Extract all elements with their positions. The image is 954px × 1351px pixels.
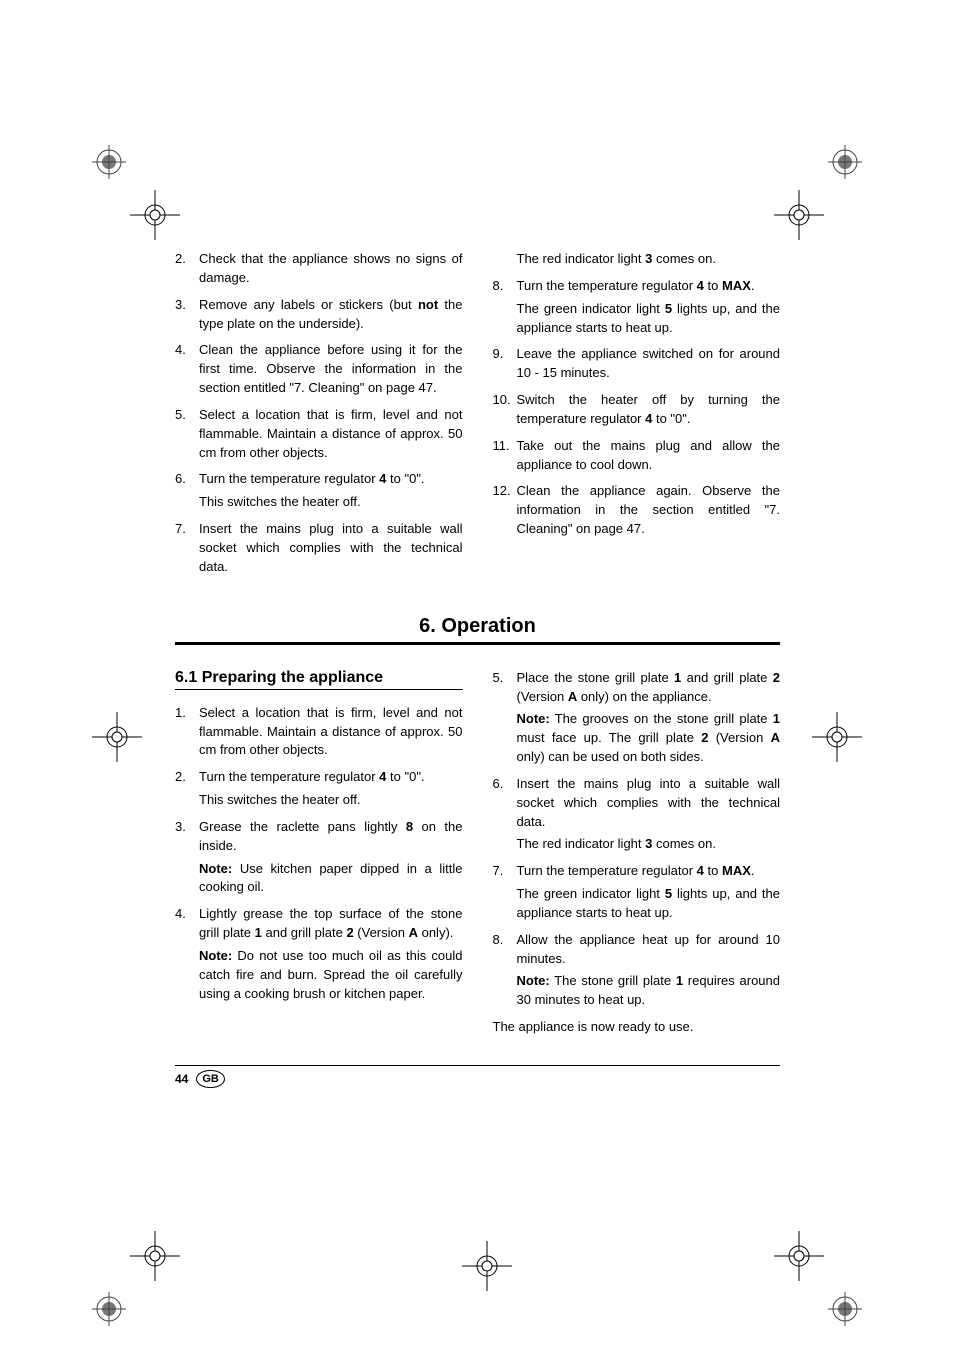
list-item: 9. Leave the appliance switched on for ar…: [493, 345, 781, 383]
list-item-number: 7.: [493, 862, 504, 881]
list-item: 6. Turn the temperature regulator 4 to "0…: [175, 470, 463, 512]
crop-mark-icon: [130, 1231, 180, 1281]
list-item-number: 2.: [175, 250, 186, 269]
list-item-number: 9.: [493, 345, 504, 364]
list-item-followup: This switches the heater off.: [199, 791, 463, 810]
list-item-text: Turn the temperature regulator 4 to "0".: [199, 769, 425, 784]
list-item: 1. Select a location that is firm, level …: [175, 704, 463, 761]
list-item-text: Select a location that is firm, level an…: [199, 407, 463, 460]
lower-right-list: 5. Place the stone grill plate 1 and gril…: [493, 669, 781, 1011]
list-item: 2. Check that the appliance shows no sign…: [175, 250, 463, 288]
crop-mark-icon: [812, 712, 862, 762]
closing-text: The appliance is now ready to use.: [493, 1018, 781, 1037]
list-item-text: Allow the appliance heat up for around 1…: [517, 932, 781, 966]
section-rule: [175, 642, 780, 645]
list-item-text: Turn the temperature regulator 4 to MAX.: [517, 863, 755, 878]
list-item: 2. Turn the temperature regulator 4 to "0…: [175, 768, 463, 810]
page-content: 2. Check that the appliance shows no sign…: [175, 250, 780, 1088]
list-item-text: Clean the appliance again. Observe the i…: [517, 483, 781, 536]
lower-left-column: 6.1 Preparing the appliance 1. Select a l…: [175, 669, 463, 1037]
list-item-text: Insert the mains plug into a suitable wa…: [517, 776, 781, 829]
list-item-followup: Note: Do not use too much oil as this co…: [199, 947, 463, 1004]
list-item: 7. Turn the temperature regulator 4 to MA…: [493, 862, 781, 923]
list-item: 12. Clean the appliance again. Observe th…: [493, 482, 781, 539]
list-item: 5. Select a location that is firm, level …: [175, 406, 463, 463]
list-item-number: 12.: [493, 482, 511, 501]
crop-mark-icon: [828, 1292, 862, 1326]
list-item-text: Remove any labels or stickers (but not t…: [199, 297, 463, 331]
list-item-number: 1.: [175, 704, 186, 723]
list-item: 11. Take out the mains plug and allow the…: [493, 437, 781, 475]
page-number: 44: [175, 1072, 188, 1086]
lower-columns: 6.1 Preparing the appliance 1. Select a l…: [175, 669, 780, 1037]
list-item-number: 8.: [493, 277, 504, 296]
section-heading: 6. Operation: [175, 615, 780, 638]
list-item-number: 4.: [175, 905, 186, 924]
list-item-number: 5.: [493, 669, 504, 688]
list-item-followup: The green indicator light 5 lights up, a…: [517, 300, 781, 338]
list-item-number: 3.: [175, 296, 186, 315]
page-footer: 44 GB: [175, 1066, 780, 1088]
crop-mark-icon: [130, 190, 180, 240]
list-item-number: 2.: [175, 768, 186, 787]
list-item: 3. Remove any labels or stickers (but not…: [175, 296, 463, 334]
list-item-number: 6.: [175, 470, 186, 489]
list-item-text: Place the stone grill plate 1 and grill …: [517, 670, 780, 704]
list-item-number: 11.: [493, 437, 510, 456]
list-item-followup: Note: The grooves on the stone grill pla…: [517, 710, 781, 767]
list-item-text: Check that the appliance shows no signs …: [199, 251, 463, 285]
list-item-text: Insert the mains plug into a suitable wa…: [199, 521, 463, 574]
subsection-heading: 6.1 Preparing the appliance: [175, 669, 463, 687]
list-item-number: 4.: [175, 341, 186, 360]
list-item: 3. Grease the raclette pans lightly 8 on …: [175, 818, 463, 897]
list-item-followup: Note: Use kitchen paper dipped in a litt…: [199, 860, 463, 898]
list-item-text: Turn the temperature regulator 4 to "0".: [199, 471, 425, 486]
crop-mark-icon: [92, 145, 126, 179]
list-item: 10. Switch the heater off by turning the …: [493, 391, 781, 429]
list-item-text: Leave the appliance switched on for arou…: [517, 346, 781, 380]
upper-right-lead-text: The red indicator light 3 comes on.: [493, 250, 781, 269]
list-item-number: 7.: [175, 520, 186, 539]
crop-mark-icon: [462, 1241, 512, 1291]
subsection-rule: [175, 689, 463, 690]
list-item-followup: The red indicator light 3 comes on.: [517, 835, 781, 854]
crop-mark-icon: [828, 145, 862, 179]
language-badge: GB: [196, 1070, 225, 1088]
list-item-number: 10.: [493, 391, 511, 410]
list-item-number: 5.: [175, 406, 186, 425]
list-item: 8. Allow the appliance heat up for around…: [493, 931, 781, 1010]
list-item-text: Grease the raclette pans lightly 8 on th…: [199, 819, 463, 853]
list-item: 4. Clean the appliance before using it fo…: [175, 341, 463, 398]
crop-mark-icon: [92, 1292, 126, 1326]
list-item-text: Clean the appliance before using it for …: [199, 342, 463, 395]
crop-mark-icon: [774, 1231, 824, 1281]
list-item-text: Take out the mains plug and allow the ap…: [517, 438, 781, 472]
list-item-text: Select a location that is firm, level an…: [199, 705, 463, 758]
list-item: 4. Lightly grease the top surface of the …: [175, 905, 463, 1003]
list-item: 5. Place the stone grill plate 1 and gril…: [493, 669, 781, 767]
list-item: 6. Insert the mains plug into a suitable …: [493, 775, 781, 854]
upper-right-list: 8. Turn the temperature regulator 4 to MA…: [493, 277, 781, 539]
list-item-text: Lightly grease the top surface of the st…: [199, 906, 463, 940]
list-item-number: 8.: [493, 931, 504, 950]
upper-left-column: 2. Check that the appliance shows no sign…: [175, 250, 463, 585]
list-item-text: Switch the heater off by turning the tem…: [517, 392, 781, 426]
upper-left-list: 2. Check that the appliance shows no sign…: [175, 250, 463, 577]
upper-right-column: The red indicator light 3 comes on. 8. Tu…: [493, 250, 781, 585]
list-item: 8. Turn the temperature regulator 4 to MA…: [493, 277, 781, 338]
list-item-text: Turn the temperature regulator 4 to MAX.: [517, 278, 755, 293]
list-item-followup: The green indicator light 5 lights up, a…: [517, 885, 781, 923]
list-item-followup: This switches the heater off.: [199, 493, 463, 512]
upper-columns: 2. Check that the appliance shows no sign…: [175, 250, 780, 585]
lower-left-list: 1. Select a location that is firm, level …: [175, 704, 463, 1004]
list-item-followup: Note: The stone grill plate 1 requires a…: [517, 972, 781, 1010]
list-item-number: 3.: [175, 818, 186, 837]
lower-right-column: 5. Place the stone grill plate 1 and gril…: [493, 669, 781, 1037]
list-item: 7. Insert the mains plug into a suitable …: [175, 520, 463, 577]
list-item-number: 6.: [493, 775, 504, 794]
crop-mark-icon: [92, 712, 142, 762]
crop-mark-icon: [774, 190, 824, 240]
